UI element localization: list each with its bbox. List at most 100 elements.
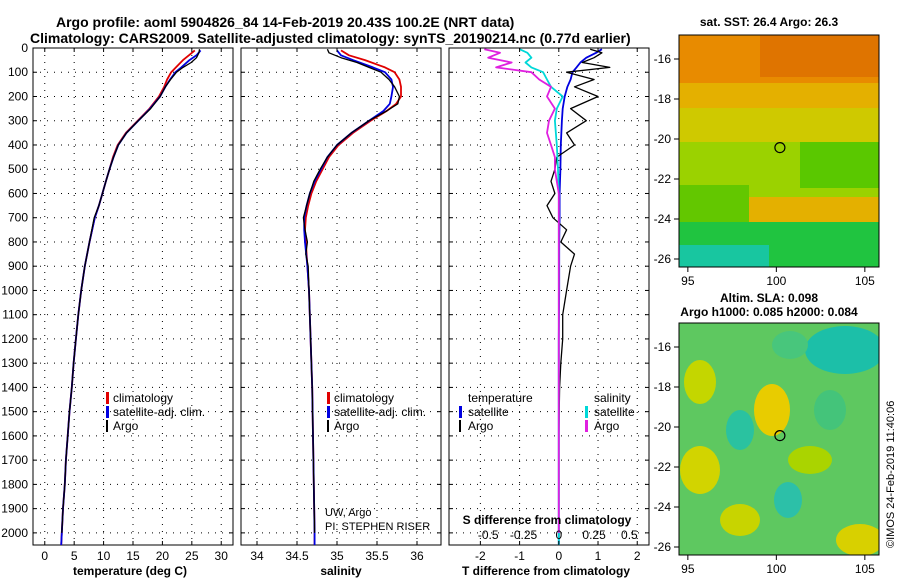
- depth-tick-label: 1700: [1, 453, 28, 467]
- depth-tick-label: 1400: [1, 380, 28, 394]
- s-difference-tick-label: 0: [555, 528, 562, 542]
- salinity-x-label: salinity: [320, 564, 362, 578]
- map-x-tick-label: 100: [766, 274, 786, 288]
- x-tick-label: 15: [126, 549, 140, 563]
- t-difference-x-label: T difference from climatology: [462, 564, 630, 578]
- sla-high-5: [836, 524, 879, 555]
- figure-title-line2: Climatology: CARS2009. Satellite-adjuste…: [30, 30, 631, 46]
- imos-timestamp-label: ©IMOS 24-Feb-2019 11:40:06: [885, 401, 897, 548]
- map-y-tick-label: -18: [654, 380, 672, 394]
- x-tick-label: 30: [215, 549, 229, 563]
- sla-high-2: [684, 360, 716, 404]
- s-difference-tick-label: 0.25: [582, 528, 606, 542]
- figure-title-line1: Argo profile: aoml 5904826_84 14-Feb-201…: [56, 14, 514, 30]
- difference-legend: temperature satellite Argo salinity sate…: [459, 391, 635, 433]
- map-x-tick-label: 105: [855, 274, 875, 288]
- map-y-tick-label: -26: [654, 540, 672, 554]
- x-tick-label: 36: [410, 549, 424, 563]
- salinity-plot-frame: [240, 47, 442, 546]
- sla-map-ticks: 95 100 105 -16 -18 -20 -22 -24 -26: [654, 340, 876, 576]
- legend-label-argo: Argo: [334, 419, 360, 433]
- data-source-label: UW, Argo: [325, 507, 371, 519]
- map-x-tick-label: 105: [855, 562, 875, 576]
- map-y-tick-label: -20: [654, 132, 672, 146]
- sla-map-panel: Altim. SLA: 0.098 Argo h1000: 0.085 h200…: [654, 291, 880, 576]
- legend-swatch-climatology: [327, 392, 330, 404]
- sst-heatmap: [679, 35, 879, 267]
- x-tick-label: -2: [475, 549, 486, 563]
- sst-band-mid: [679, 108, 879, 142]
- s-difference-tick-label: -0.5: [478, 528, 499, 542]
- x-tick-label: 2: [634, 549, 641, 563]
- depth-tick-label: 1500: [1, 405, 28, 419]
- salinity-grid: [241, 47, 441, 545]
- depth-tick-label: 1800: [1, 477, 28, 491]
- depth-tick-label: 100: [8, 65, 28, 79]
- series-line-climatology: [60, 49, 196, 545]
- depth-tick-label: 1200: [1, 332, 28, 346]
- legend-label-climatology: climatology: [334, 391, 394, 405]
- series-line-satellite-adj-clim-: [60, 49, 202, 545]
- difference-x-ticks: -2 -1 0 1 2: [475, 48, 641, 563]
- series-line-argo: [61, 49, 201, 533]
- s-difference-tick-label: 0.5: [621, 528, 638, 542]
- map-y-tick-label: -26: [654, 252, 672, 266]
- legend-swatch-satellite: [327, 406, 330, 418]
- legend-label-t-argo: Argo: [468, 419, 494, 433]
- map-y-tick-label: -16: [654, 340, 672, 354]
- salinity-series: [302, 48, 402, 545]
- map-x-tick-label: 95: [681, 562, 695, 576]
- legend-label-climatology: climatology: [113, 391, 173, 405]
- depth-tick-label: 500: [8, 162, 28, 176]
- legend-swatch-argo: [106, 420, 108, 432]
- argo-position-marker: [774, 142, 786, 154]
- sla-map-title-line1: Altim. SLA: 0.098: [720, 291, 818, 305]
- sla-map-title-line2: Argo h1000: 0.085 h2000: 0.084: [680, 305, 858, 319]
- sla-high-6: [720, 504, 760, 536]
- sst-map-frame: [678, 34, 880, 268]
- temperature-x-ticks: 0 5 10 15 20 25 30: [41, 48, 228, 563]
- depth-tick-label: 1100: [2, 308, 28, 322]
- depth-tick-label: 600: [8, 186, 28, 200]
- salinity-panel: 34 34.5 35 35.5 36 salinity climatology sate…: [240, 47, 442, 578]
- sla-high-3: [680, 446, 720, 494]
- series-line-argo: [302, 48, 401, 533]
- x-tick-label: 35.5: [365, 549, 389, 563]
- map-x-tick-label: 100: [766, 562, 786, 576]
- sla-low-1: [805, 326, 879, 374]
- map-y-tick-label: -22: [654, 172, 672, 186]
- temperature-series: [60, 49, 202, 545]
- x-tick-label: 34: [250, 549, 264, 563]
- depth-tick-label: 2000: [1, 526, 28, 540]
- sla-low-4: [814, 390, 846, 430]
- legend-swatch-t-argo: [459, 420, 461, 432]
- sst-map-panel: sat. SST: 26.4 Argo: 26.3 95 100 105 -16 -18…: [654, 15, 880, 288]
- s-difference-tick-label: -0.25: [510, 528, 538, 542]
- legend-heading-salinity: salinity: [594, 391, 631, 405]
- x-tick-label: 20: [156, 549, 170, 563]
- sst-band-southwest: [679, 245, 769, 267]
- temperature-x-label: temperature (deg C): [73, 564, 187, 578]
- map-y-tick-label: -24: [654, 212, 672, 226]
- temperature-panel: 0 5 10 15 20 25 30 temperature (deg C) climato…: [32, 47, 234, 578]
- sla-low-3: [774, 482, 802, 518]
- series-line-climatology: [304, 49, 402, 545]
- map-y-tick-label: -18: [654, 92, 672, 106]
- legend-label-s-argo: Argo: [594, 419, 620, 433]
- depth-tick-label: 1900: [1, 502, 28, 516]
- map-y-tick-label: -22: [654, 460, 672, 474]
- legend-swatch-satellite: [106, 406, 109, 418]
- temperature-legend: climatology satellite-adj. clim. Argo: [106, 391, 205, 433]
- difference-plot-frame: [448, 47, 650, 546]
- legend-label-s-satellite: satellite: [594, 405, 635, 419]
- series-line-satellite-adj-clim-: [303, 49, 394, 545]
- legend-swatch-s-satellite: [585, 406, 588, 418]
- x-tick-label: 0: [555, 549, 562, 563]
- depth-tick-label: 700: [8, 211, 28, 225]
- salinity-x-ticks: 34 34.5 35 35.5 36: [250, 48, 424, 563]
- series-line-salinity-satellite: [519, 48, 564, 545]
- x-tick-label: -1: [514, 549, 525, 563]
- x-tick-label: 25: [185, 549, 199, 563]
- series-line-salinity-argo: [484, 48, 560, 533]
- legend-swatch-argo: [327, 420, 329, 432]
